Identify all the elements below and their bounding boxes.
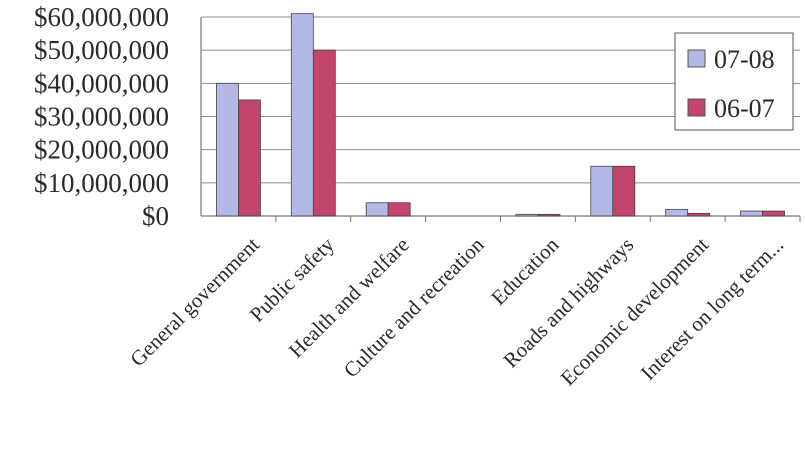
y-tick-label: $10,000,000 bbox=[34, 168, 169, 198]
x-category-label: Education bbox=[486, 232, 564, 310]
bar-07-08-0 bbox=[216, 82, 239, 217]
x-category-label: Interest on long term... bbox=[636, 233, 788, 385]
bar-06-07-5 bbox=[612, 165, 636, 217]
x-category-label: Culture and recreation bbox=[339, 232, 489, 382]
legend-label-07-08: 07-08 bbox=[714, 45, 775, 74]
bar-07-08-5 bbox=[590, 165, 614, 217]
bar-06-07-7 bbox=[762, 210, 785, 217]
bar-07-08-6 bbox=[665, 208, 689, 217]
bar-07-08-1 bbox=[290, 13, 314, 217]
legend-label-06-07: 06-07 bbox=[714, 94, 775, 123]
legend-swatch-07-08 bbox=[687, 49, 706, 68]
y-tick-label: $50,000,000 bbox=[34, 35, 169, 65]
y-tick-label: $30,000,000 bbox=[34, 102, 169, 132]
y-tick-label: $40,000,000 bbox=[34, 68, 169, 98]
bar-06-07-6 bbox=[687, 212, 711, 217]
x-category-label: Roads and highways bbox=[498, 233, 638, 373]
legend: 07-08 06-07 bbox=[674, 32, 794, 131]
y-tick-labels: $0$10,000,000$20,000,000$30,000,000 $40,0… bbox=[34, 2, 169, 231]
bar-06-07-1 bbox=[312, 49, 336, 217]
x-category-label: Economic development bbox=[556, 232, 714, 390]
y-tick-label: $0 bbox=[142, 201, 169, 231]
y-tick-label: $60,000,000 bbox=[34, 2, 169, 32]
bar-07-08-7 bbox=[740, 210, 763, 217]
legend-swatch-06-07 bbox=[687, 98, 706, 117]
bar-07-08-4 bbox=[515, 213, 539, 217]
y-tick-label: $20,000,000 bbox=[34, 135, 169, 165]
bar-06-07-2 bbox=[387, 202, 411, 217]
bar-06-07-0 bbox=[238, 99, 261, 217]
bars bbox=[216, 13, 785, 217]
bar-06-07-4 bbox=[537, 213, 561, 217]
x-category-label: General government bbox=[125, 232, 264, 371]
bar-07-08-2 bbox=[365, 202, 389, 217]
